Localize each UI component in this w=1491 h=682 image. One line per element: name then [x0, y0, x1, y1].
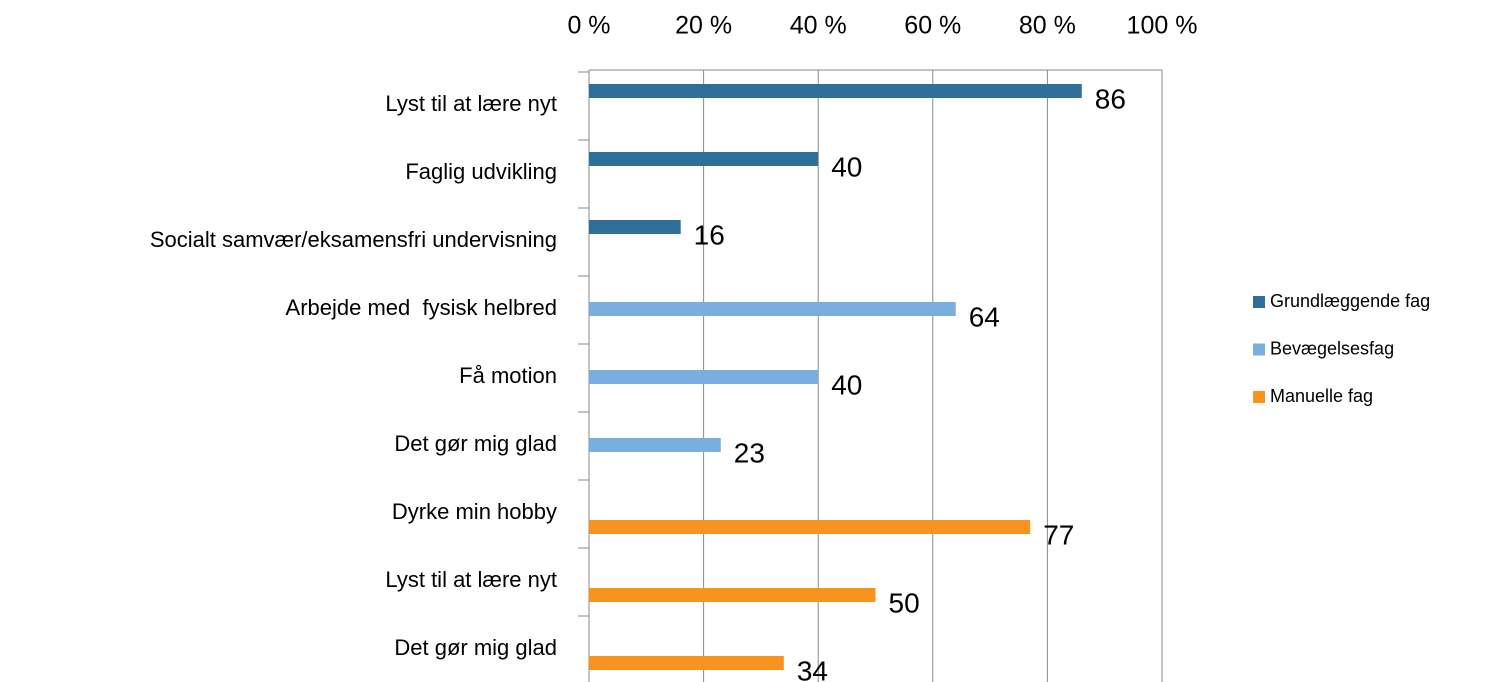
y-tick-label: Lyst til at lære nyt [385, 91, 557, 116]
bar [589, 220, 681, 234]
y-tick-label: Socialt samvær/eksamensfri undervisning [150, 227, 557, 252]
x-tick-label: 40 % [790, 12, 847, 40]
y-tick-label: Det gør mig glad [394, 635, 557, 660]
bar [589, 438, 721, 452]
data-label: 86 [1095, 83, 1126, 114]
data-label: 23 [734, 437, 765, 468]
bar [589, 520, 1031, 534]
data-label: 64 [969, 301, 1000, 332]
y-tick-label: Arbejde med fysisk helbred [286, 295, 557, 320]
legend-swatch [1253, 391, 1265, 403]
data-label: 16 [694, 219, 725, 250]
y-tick-label: Faglig udvikling [405, 159, 557, 184]
y-tick-label: Dyrke min hobby [392, 499, 557, 524]
data-label: 40 [831, 369, 862, 400]
bar [589, 588, 876, 602]
bar [589, 152, 819, 166]
x-tick-label: 80 % [1019, 12, 1076, 40]
bar [589, 370, 819, 384]
bar [589, 656, 784, 670]
x-tick-label: 100 % [1127, 12, 1198, 40]
x-tick-label: 60 % [904, 12, 961, 40]
data-label: 34 [797, 655, 828, 682]
data-label: 77 [1043, 519, 1074, 550]
x-tick-label: 20 % [675, 12, 732, 40]
data-label: 40 [831, 151, 862, 182]
bar [589, 84, 1082, 98]
legend-swatch [1253, 343, 1265, 356]
x-tick-label: 0 % [567, 12, 610, 40]
legend-label: Bevægelsesfag [1270, 338, 1394, 358]
legend-label: Grundlæggende fag [1270, 291, 1430, 311]
y-tick-label: Lyst til at lære nyt [385, 567, 557, 592]
legend-swatch [1253, 296, 1265, 308]
bar [589, 302, 956, 316]
data-label: 50 [889, 587, 920, 618]
legend-label: Manuelle fag [1270, 386, 1373, 406]
y-tick-label: Det gør mig glad [394, 431, 557, 456]
y-tick-label: Få motion [459, 363, 557, 388]
